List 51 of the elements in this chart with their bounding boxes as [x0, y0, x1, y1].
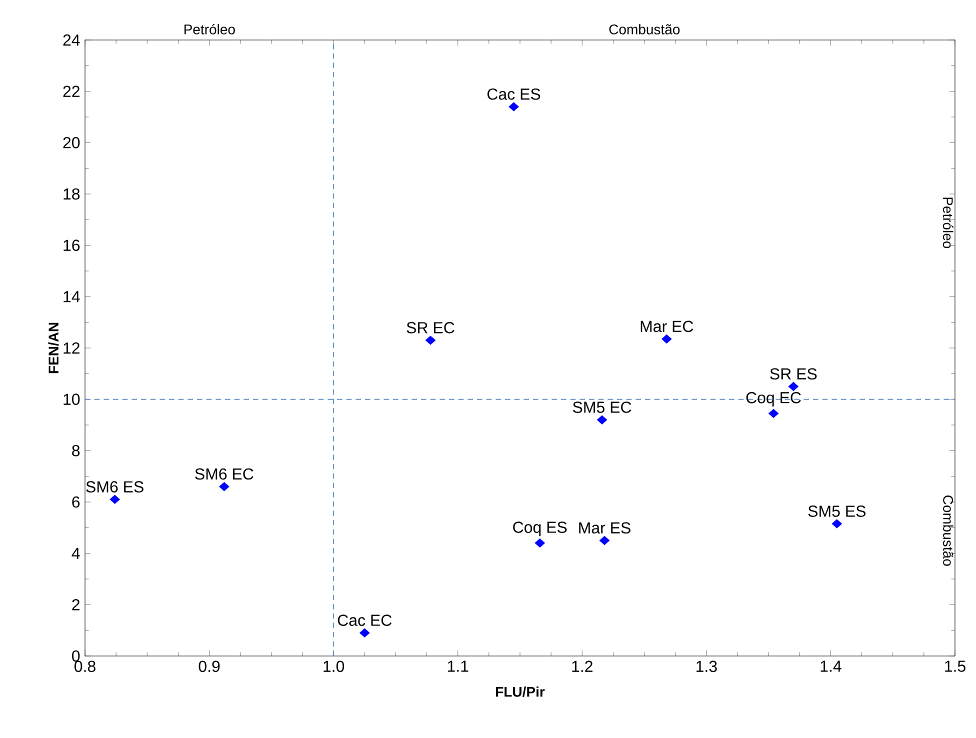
y-tick-label: 20: [63, 137, 80, 148]
annotation: Combustão: [943, 496, 954, 566]
x-tick-label: 1.0: [324, 660, 344, 672]
point: [534, 538, 545, 548]
annotation: SR EC: [406, 322, 454, 334]
annotation: Mar EC: [640, 320, 694, 332]
y-tick-label: 22: [63, 86, 80, 97]
y-tick-label: 18: [64, 188, 80, 200]
x-tick-label: 0.9: [198, 660, 220, 672]
y-tick-label: 12: [64, 342, 80, 354]
point: [360, 628, 370, 638]
annotation: Coq EC: [746, 392, 801, 407]
y-tick-label: 6: [72, 496, 80, 508]
annotation: Coq ES: [513, 522, 567, 536]
x-tick-label: 1.3: [696, 660, 717, 672]
y-tick-label: 4: [72, 548, 80, 559]
point: [788, 382, 798, 392]
annotation: SR ES: [770, 368, 817, 380]
y-tick-label: 24: [63, 34, 80, 46]
y-tick-label: 2: [72, 599, 80, 610]
text: Combustão: [609, 24, 680, 34]
y-tick-label: 0: [72, 650, 80, 662]
annotation: SM5 ES: [808, 506, 866, 517]
annotation: Cac EC: [338, 614, 392, 626]
y-tick-label: 16: [64, 240, 80, 251]
point: [832, 519, 842, 528]
x-axis-title: FLU/Pir: [496, 686, 545, 697]
x-tick-label: 1.4: [820, 660, 842, 672]
annotation: Petróleo: [942, 198, 954, 248]
point: [768, 408, 779, 418]
annotation: SM5 EC: [572, 402, 632, 413]
x-tick-label: 1.2: [572, 660, 592, 672]
point: [508, 102, 519, 112]
y-tick-label: 10: [64, 394, 80, 405]
annotation: SM6 ES: [86, 481, 144, 492]
point: [425, 336, 436, 345]
point: [596, 415, 608, 424]
point: [599, 536, 610, 546]
x-tick-label: 1.1: [448, 660, 468, 672]
point: [110, 494, 120, 504]
annotation: Cac ES: [487, 88, 540, 100]
x-tick-label: 0.8: [74, 660, 96, 672]
point: [662, 334, 672, 344]
point: [219, 482, 230, 492]
annotation: SM6 EC: [195, 468, 254, 480]
y-tick-label: 8: [72, 444, 80, 456]
y-tick-label: 14: [64, 291, 80, 302]
text: Petróleo: [184, 24, 235, 34]
y-axis-title: FEN/AN: [48, 322, 59, 374]
x-tick-label: 1.5: [945, 660, 966, 672]
annotation: Mar ES: [579, 522, 630, 534]
